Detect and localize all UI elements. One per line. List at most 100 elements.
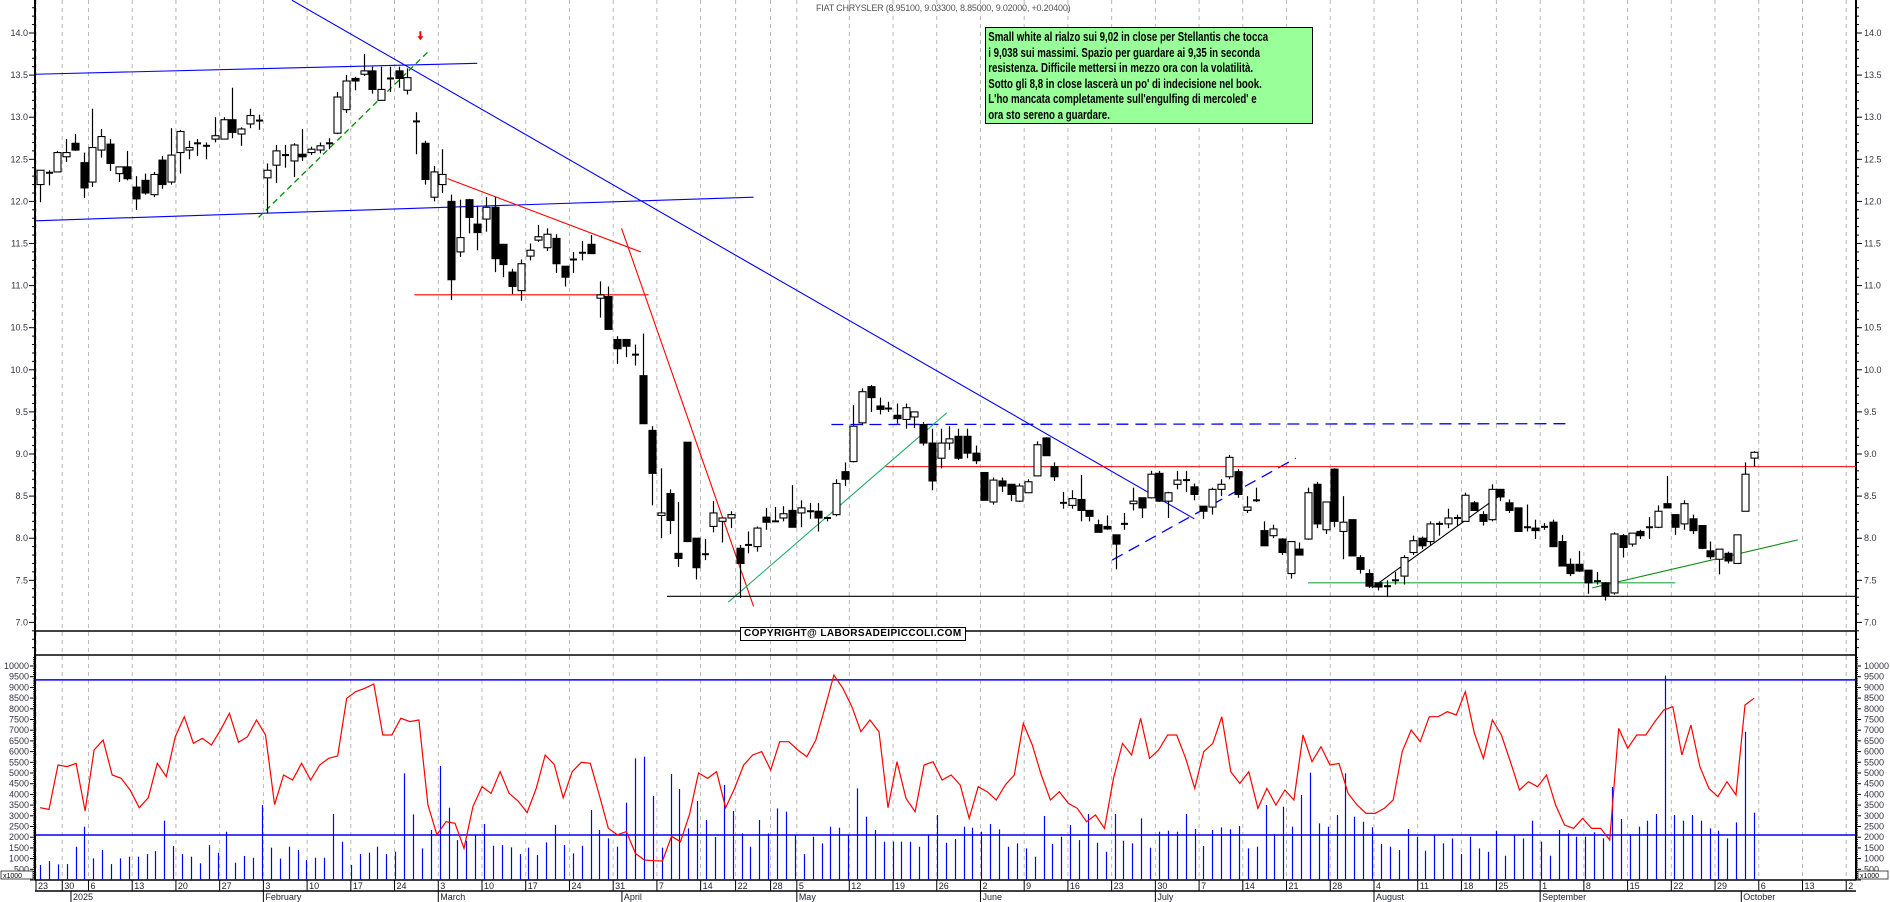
candle-body [272,150,281,166]
date-tick-label: 24 [397,881,407,891]
candle [1234,469,1243,498]
candle [237,127,246,146]
candle [534,224,543,242]
candle [447,194,456,300]
candle-body [438,173,447,186]
candle [1147,470,1156,499]
price-tick-label: 12.0 [1864,196,1882,206]
candle-body [1234,471,1243,495]
volume-tick-label: 1000 [1864,854,1884,864]
candle [674,501,683,567]
candle-body [1007,483,1016,495]
candle [718,517,727,543]
date-tick-label: 2 [1848,881,1853,891]
candle [657,468,666,539]
candle [1243,496,1252,513]
candle [1646,517,1653,540]
date-tick-label: 27 [222,881,232,891]
candle [430,166,439,202]
candle [1068,490,1077,509]
candle [167,128,176,185]
candle [1601,581,1610,601]
candle [413,112,420,155]
date-tick-label: 17 [528,881,538,891]
candle [745,531,752,554]
trendline-april-crash [621,228,755,607]
candle [1164,491,1173,518]
candle [1208,487,1217,515]
candle [228,87,237,139]
candle [473,205,482,251]
date-tick-label: 18 [1463,881,1473,891]
candle-body [867,386,876,399]
candle [176,129,185,174]
candle-body [62,152,71,158]
candle [596,281,605,318]
candle [1199,505,1208,519]
candle-body [342,80,351,111]
candle [824,516,831,522]
candle [272,144,281,183]
candle [1121,512,1128,530]
candle-body [150,173,159,196]
oscillator-line [39,673,1755,862]
volume-tick-label: 7500 [9,715,29,725]
date-tick-label: 29 [1717,881,1727,891]
candle [1436,521,1443,536]
candle [1287,541,1296,579]
candle-body [534,236,543,241]
volume-tick-label: 7500 [1864,715,1884,725]
candle-body [1112,534,1121,545]
date-tick-label: 30 [1157,881,1167,891]
candle-body [797,507,806,514]
date-tick-label: 30 [64,881,74,891]
candle [53,150,62,173]
price-tick-label: 11.5 [11,239,28,249]
candle [885,401,892,412]
date-tick-label: 11 [1420,881,1429,891]
trendline-channel-top [35,62,478,75]
date-tick-label: 5 [799,881,804,891]
candle-body [858,391,867,424]
candle [1260,521,1269,547]
candle [1330,468,1339,528]
candle [1409,535,1418,556]
candle [841,462,850,486]
candle-body [1584,569,1593,584]
candle-body [1295,548,1304,556]
candle-body [368,70,377,90]
candle-body [1356,557,1365,570]
candle [1558,534,1567,567]
candle [290,143,299,177]
candle [683,441,692,543]
candle [526,243,535,261]
candle-body [1138,497,1147,509]
volume-tick-label: 3500 [9,800,29,810]
candle [1505,499,1514,513]
candle-body [736,547,745,565]
candle-body [1339,521,1348,533]
candle [158,155,167,189]
candle [762,507,771,530]
candle [115,166,124,183]
candle-body [1496,488,1505,498]
candle-body [1085,509,1094,517]
candle-body [972,452,981,462]
candle [62,139,71,162]
candle-body [1050,466,1059,478]
candle-body [132,186,141,200]
volume-tick-label: 7000 [1864,725,1884,735]
price-tick-label: 10.5 [1864,323,1882,333]
volume-tick-label: 7000 [9,725,29,735]
date-tick-label: 8 [1586,881,1591,891]
note-line: Small white al rialzo sui 9,02 in close … [988,29,1269,44]
candle-body [307,148,316,154]
candle-body [1208,488,1217,508]
candle [632,344,639,366]
volume-tick-label: 9500 [1864,672,1884,682]
candle [220,117,229,140]
candle-body [220,119,229,140]
volume-tick-label: 3500 [1864,800,1884,810]
candle [80,152,89,199]
candle-body [1470,502,1479,511]
